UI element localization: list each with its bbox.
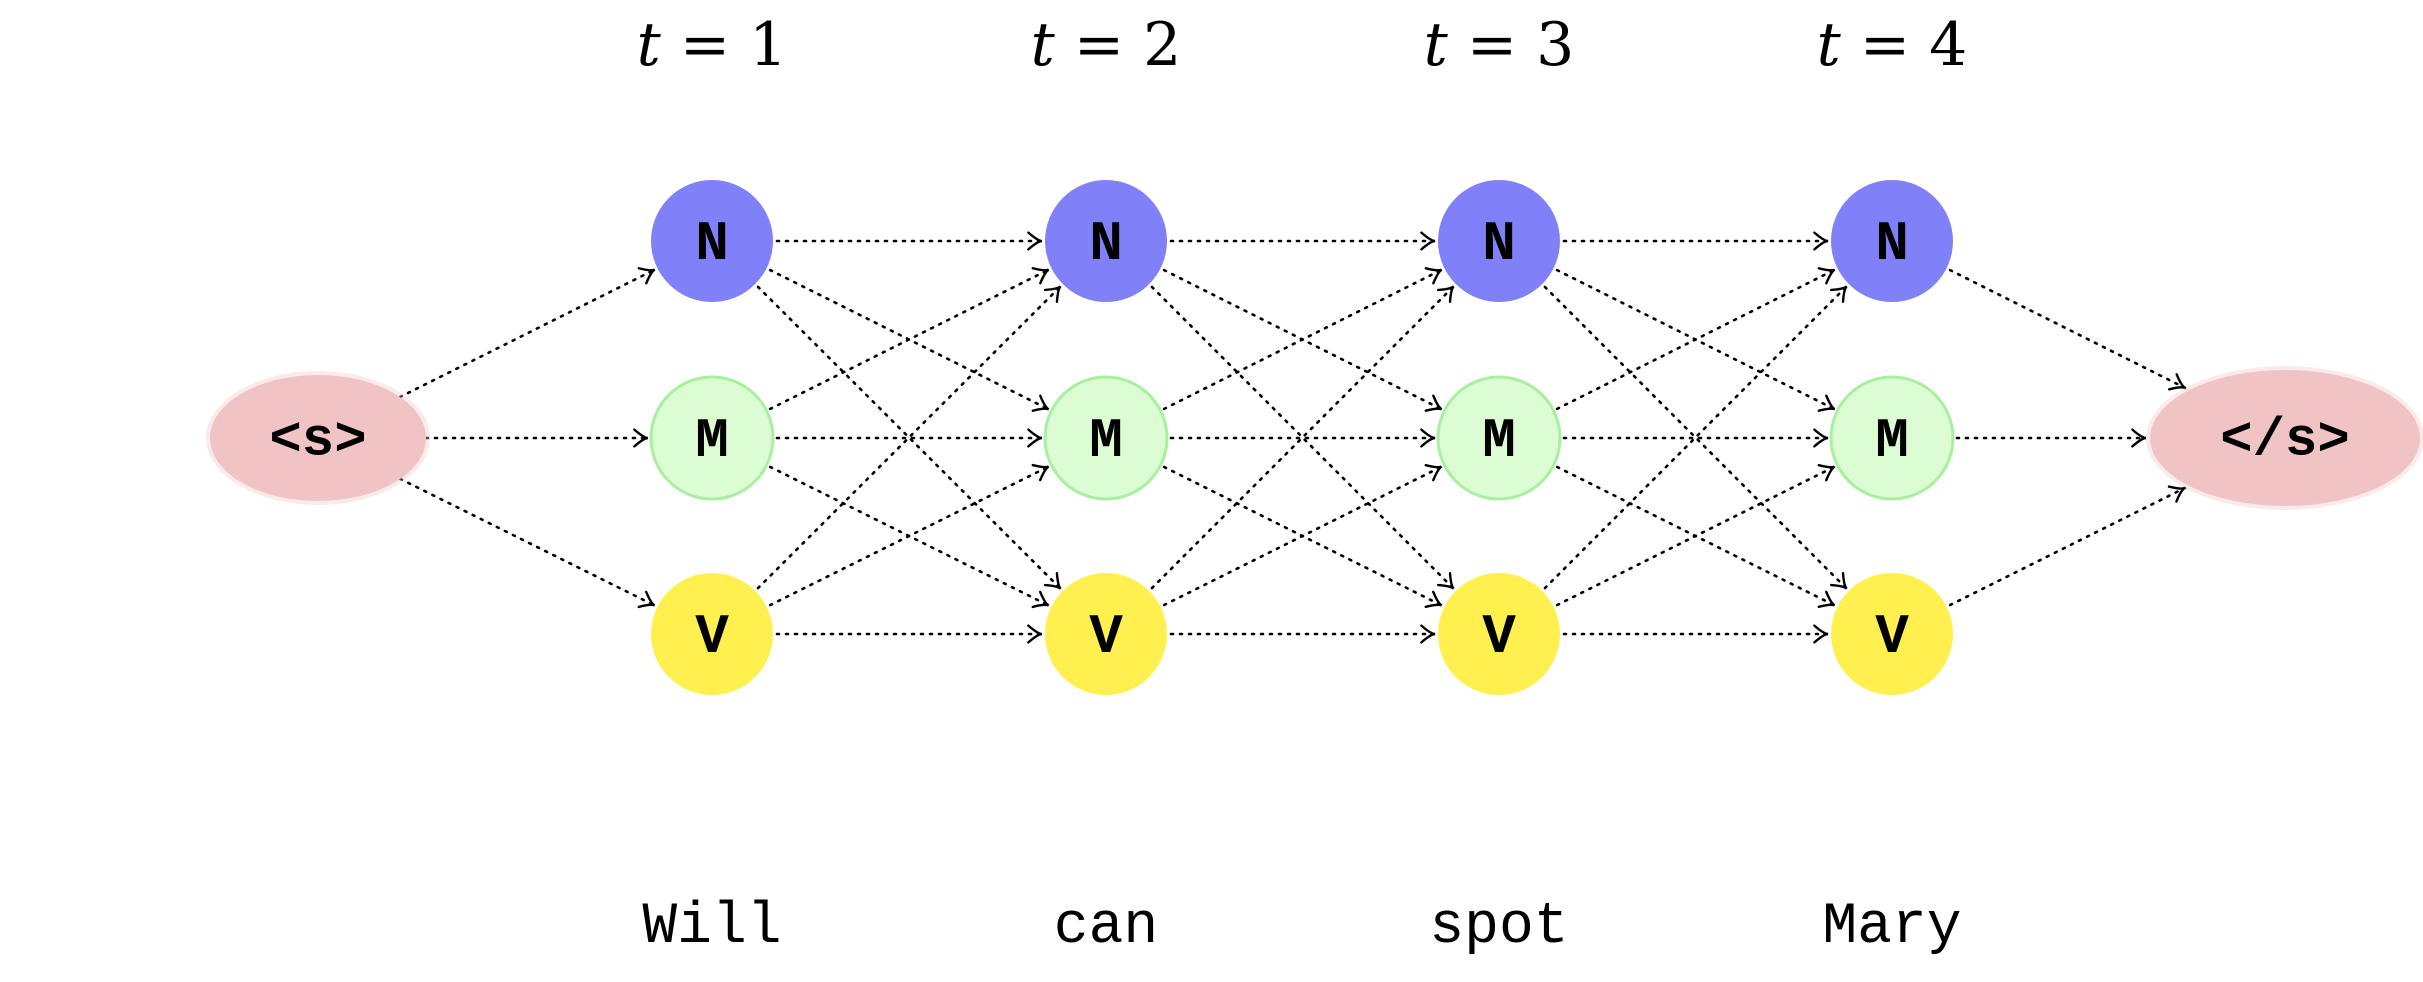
time-step-label-3: t = 3 [1424, 10, 1575, 80]
state-label: V [695, 605, 729, 669]
state-node-m-t1: M [649, 375, 775, 501]
edge-v2-to-v3 [1169, 624, 1437, 644]
edge-m2-to-m3 [1169, 428, 1437, 448]
end-node: </s> [2146, 366, 2423, 510]
state-node-m-t4: M [1829, 375, 1955, 501]
edge-start-to-n1 [398, 267, 657, 399]
state-label: V [1482, 605, 1516, 669]
state-label: N [695, 212, 729, 276]
state-label: M [1089, 409, 1123, 473]
state-node-m-t3: M [1436, 375, 1562, 501]
transition-edges [398, 231, 2187, 644]
state-node-m-t2: M [1043, 375, 1169, 501]
state-node-n-t1: N [651, 180, 773, 302]
state-label: M [695, 409, 729, 473]
state-label: V [1875, 605, 1909, 669]
state-label: N [1875, 212, 1909, 276]
start-node-label: <s> [269, 410, 366, 471]
state-label: N [1482, 212, 1516, 276]
state-nodes: <s> </s> N M V N M V N M V N M V [206, 180, 2423, 695]
state-node-v-t2: V [1045, 573, 1167, 695]
edge-v4-to-end [1948, 485, 2187, 607]
edge-m4-to-end [1955, 428, 2148, 448]
state-node-v-t3: V [1438, 573, 1560, 695]
edge-start-to-m1 [424, 428, 650, 448]
observed-word-3: spot [1429, 895, 1568, 960]
state-label: N [1089, 212, 1123, 276]
observed-word-4: Mary [1822, 895, 1961, 960]
state-node-n-t3: N [1438, 180, 1560, 302]
time-step-label-2: t = 2 [1031, 10, 1182, 80]
edge-v1-to-v2 [775, 624, 1044, 644]
edge-v3-to-v4 [1562, 624, 1830, 644]
observed-word-1: Will [642, 895, 781, 960]
edge-n2-to-n3 [1169, 231, 1437, 251]
edge-n4-to-end [1948, 268, 2187, 391]
end-node-label: </s> [2220, 410, 2350, 471]
start-node: <s> [206, 371, 430, 505]
edge-m1-to-m2 [775, 428, 1044, 448]
edge-n3-to-n4 [1562, 231, 1830, 251]
state-node-v-t1: V [651, 573, 773, 695]
state-label: M [1482, 409, 1516, 473]
state-label: M [1875, 409, 1909, 473]
edge-start-to-v1 [398, 477, 656, 609]
labels: t = 1 t = 2 t = 3 t = 4 Will can spot Mary [637, 10, 1968, 960]
edge-m3-to-m4 [1562, 428, 1830, 448]
state-node-n-t2: N [1045, 180, 1167, 302]
time-step-label-1: t = 1 [637, 10, 788, 80]
edge-n1-to-n2 [775, 231, 1044, 251]
state-node-n-t4: N [1831, 180, 1953, 302]
time-step-label-4: t = 4 [1817, 10, 1968, 80]
state-label: V [1089, 605, 1123, 669]
state-node-v-t4: V [1831, 573, 1953, 695]
observed-word-2: can [1054, 895, 1158, 960]
